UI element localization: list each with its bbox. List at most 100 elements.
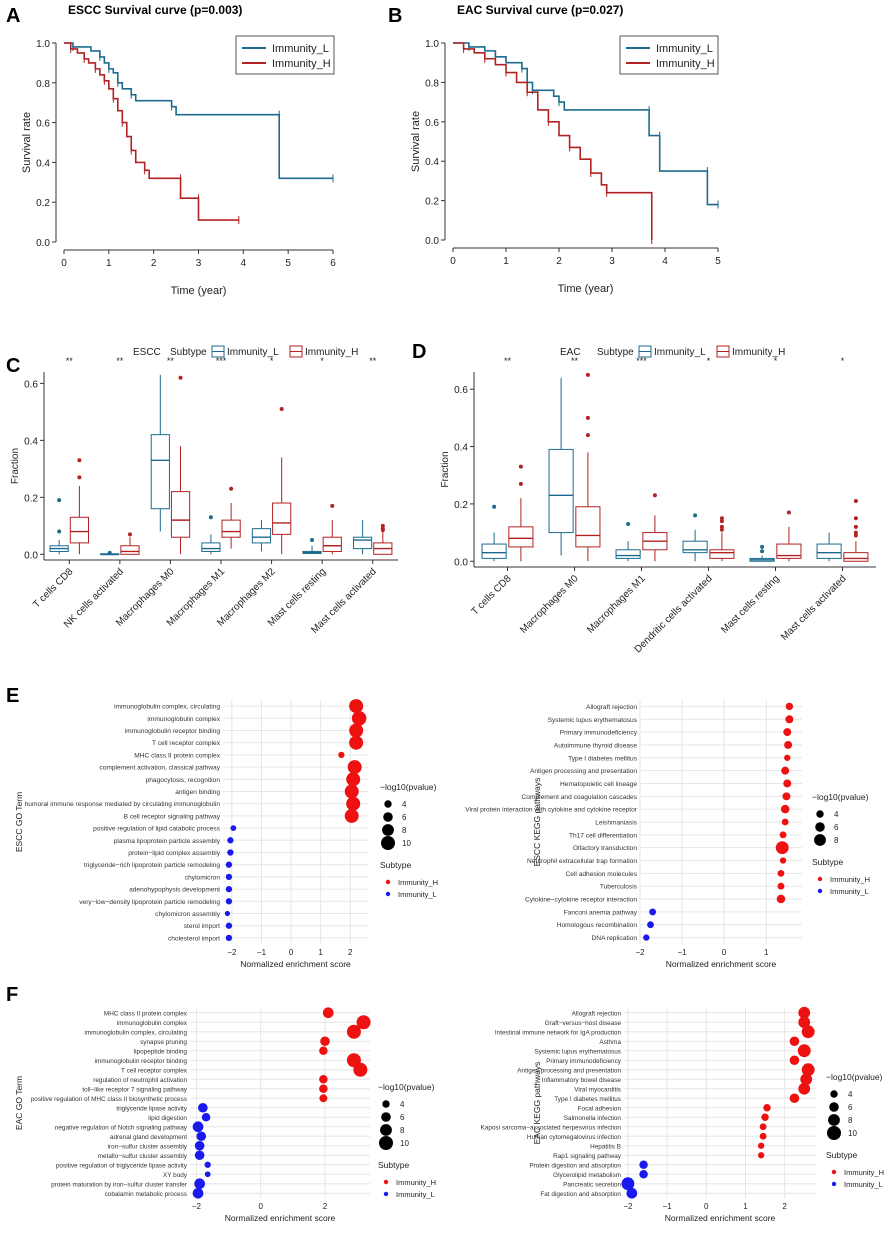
subtype-legend-label: Immunity_H [396,1178,436,1187]
box-outlier [719,516,724,521]
term-dot [356,1015,371,1030]
x-tick-label: 2 [323,1202,328,1211]
size-legend-dot [383,812,393,822]
box-body [843,552,869,562]
x-tick-label: −2 [227,948,237,957]
term-label: regulation of neutrophil activation [93,1077,187,1084]
term-label: Autoimmune thyroid disease [554,742,638,749]
term-dot [757,1152,765,1159]
x-axis-title: Time (year) [558,283,614,295]
term-dot [801,1063,815,1077]
term-label: very−low−density lipoprotein particle re… [79,899,220,906]
y-axis-title: Fraction [440,451,451,487]
term-label: synapse pruning [140,1039,187,1046]
term-dot [759,1132,767,1140]
term-label: immunoglobulin complex [117,1020,188,1027]
term-dot [194,1150,205,1161]
term-label: complement activation, classical pathway [99,765,220,772]
size-legend-dot [816,810,824,818]
y-axis-title: Fraction [10,448,21,484]
box-outlier [178,375,183,380]
boxplot-panel-d: EAC Subtype Immunity_L Immunity_H 0.0 0.2 0.4 0… [440,345,876,655]
size-legend-dot [380,1124,392,1136]
legend-label: Immunity_L [656,43,713,55]
term-label: Human cytomegalovirus infection [527,1134,622,1141]
term-label: MHC class II protein complex [104,1010,188,1017]
size-legend-label: 8 [402,826,407,835]
box-outlier [330,503,335,508]
term-label: Neutrophil extracellular trap formation [527,858,637,865]
size-legend-dot [829,1102,839,1112]
term-label: Kaposi sarcoma−associated herpesvirus in… [481,1124,622,1131]
term-label: T cell receptor complex [152,740,221,747]
category-label: T cells CD8 [31,566,76,611]
legend-box [619,35,719,75]
term-dot [782,792,791,801]
box-body [221,519,241,538]
term-dot [649,908,657,916]
x-axis-title: Time (year) [171,285,227,297]
x-tick-label: 2 [151,258,157,269]
term-dot [757,1142,765,1149]
x-tick-label: −2 [192,1202,202,1211]
plot-area [624,1008,816,1198]
box-outlier [719,519,724,524]
significance-label: * [320,356,324,366]
x-tick-label: −1 [678,948,688,957]
box-outlier [853,530,858,535]
x-tick-label: 0 [258,1202,263,1211]
term-label: protein maturation by iron−sulfur cluste… [51,1181,188,1188]
term-dot [346,1024,361,1039]
size-legend-label: 8 [848,1116,853,1125]
category-label: T cells CD8 [469,573,514,618]
term-dot [351,711,367,726]
subtype-legend-dot [383,1191,389,1197]
term-label: XY body [163,1172,188,1179]
subtype-legend-dot [817,876,823,882]
x-axis-title: Normalized enrichment score [665,1213,776,1223]
y-tick-label: 0.0 [36,238,50,249]
term-label: Type I diabetes mellitus [568,755,638,762]
box-outlier [518,481,523,486]
box-outlier [719,527,724,532]
term-dot [346,772,361,787]
term-dot [349,699,364,714]
x-tick-label: 0 [289,948,294,957]
significance-label: * [707,356,711,366]
size-legend-dot [381,1112,391,1122]
term-dot [801,1025,815,1039]
x-tick-label: −1 [663,1202,673,1211]
term-label: phagocytosis, recognition [146,777,221,784]
x-tick-label: 1 [503,256,509,267]
term-dot [225,922,233,929]
box-body [709,549,735,559]
term-dot [779,857,787,864]
category-label: Macrophages M1 [585,573,648,636]
term-label: metallo−sulfur cluster assembly [98,1153,188,1160]
significance-label: ** [504,356,512,366]
box-outlier [853,533,858,538]
term-label: Allograft rejection [572,1010,622,1017]
size-legend-dot [384,800,392,808]
box-body [352,536,373,550]
y-tick-label: 0.2 [24,493,38,504]
boxplot-cohort-label: EAC [560,347,581,358]
term-dot [777,882,785,890]
term-label: Tuberculosis [600,884,638,891]
subtype-legend-label: Immunity_H [398,878,438,887]
term-label: Salmonella infection [564,1115,622,1122]
term-label: Viral protein interaction with cytokine … [465,807,638,814]
subtype-legend-title: Subtype [380,860,411,870]
x-tick-label: 1 [743,1202,748,1211]
x-tick-label: 6 [330,258,336,269]
significance-label: ** [571,356,579,366]
term-dot [798,1006,811,1019]
term-dot [194,1140,205,1151]
term-label: Protein digestion and absorption [529,1162,621,1169]
x-tick-label: 0 [704,1202,709,1211]
term-label: adenohypophysis development [129,887,220,894]
x-tick-label: 0 [722,948,727,957]
term-label: immunoglobulin complex, circulating [114,704,220,711]
box-outlier [57,498,62,503]
box-outlier [279,407,284,412]
